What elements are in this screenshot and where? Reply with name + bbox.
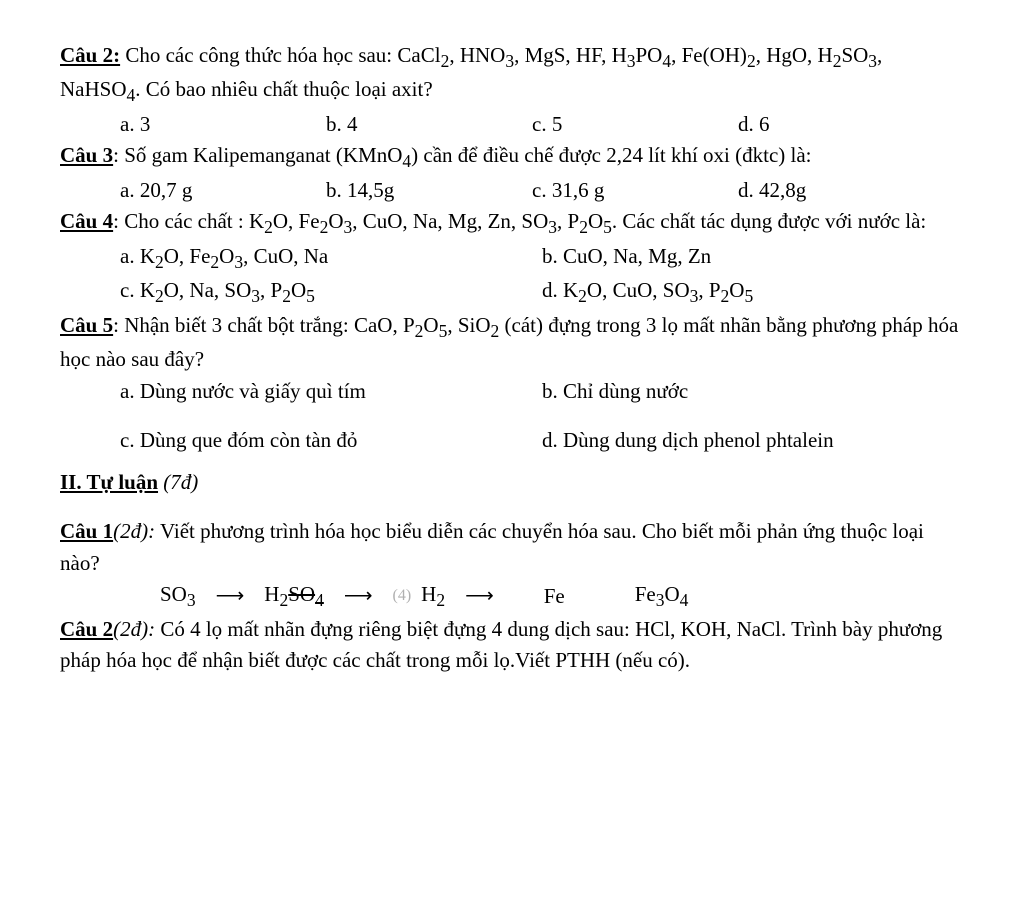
question-4: Câu 4: Cho các chất : K2O, Fe2O3, CuO, N… — [60, 206, 964, 240]
option-c: c. Dùng que đóm còn tàn đỏ — [120, 425, 542, 457]
question-5-options-row1: a. Dùng nước và giấy quì tím b. Chỉ dùng… — [60, 376, 964, 408]
option-a: a. Dùng nước và giấy quì tím — [120, 376, 542, 408]
equation-chain: SO3 ⟶ H2SO4 ⟶ (4) H2 ⟶ Fe Fe3O4 — [60, 579, 964, 613]
option-d: d. 42,8g — [738, 175, 944, 207]
question-text: Có 4 lọ mất nhãn đựng riêng biệt đựng 4 … — [60, 617, 942, 673]
option-b: b. 4 — [326, 109, 532, 141]
option-c: c. 31,6 g — [532, 175, 738, 207]
question-label: Câu 2: — [60, 43, 120, 67]
question-4-options-row1: a. K2O, Fe2O3, CuO, Na b. CuO, Na, Mg, Z… — [60, 241, 964, 275]
question-4-options-row2: c. K2O, Na, SO3, P2O5 d. K2O, CuO, SO3, … — [60, 275, 964, 309]
question-text: : Số gam Kalipemanganat (KMnO4) cần để đ… — [113, 143, 811, 167]
eq-so3: SO3 — [160, 579, 196, 613]
option-b: b. 14,5g — [326, 175, 532, 207]
eq-step-label: (4) — [392, 584, 411, 608]
question-points: (2đ): — [113, 617, 155, 641]
question-label: Câu 4 — [60, 209, 113, 233]
spacer — [60, 407, 964, 425]
section-label: II. Tự luận — [60, 470, 158, 494]
option-d: d. K2O, CuO, SO3, P2O5 — [542, 275, 964, 309]
question-label: Câu 2 — [60, 617, 113, 641]
arrow-icon: ⟶ — [455, 581, 504, 611]
question-text: : Nhận biết 3 chất bột trắng: CaO, P2O5,… — [60, 313, 958, 371]
option-a: a. K2O, Fe2O3, CuO, Na — [120, 241, 542, 275]
option-a: a. 3 — [120, 109, 326, 141]
spacer — [60, 498, 964, 516]
question-label: Câu 3 — [60, 143, 113, 167]
eq-h2so4: H2SO4 — [264, 579, 324, 613]
option-d: d. 6 — [738, 109, 944, 141]
option-b: b. Chỉ dùng nước — [542, 376, 964, 408]
question-5-options-row2: c. Dùng que đóm còn tàn đỏ d. Dùng dung … — [60, 425, 964, 457]
question-3-options: a. 20,7 g b. 14,5g c. 31,6 g d. 42,8g — [60, 175, 964, 207]
essay-question-2: Câu 2(2đ): Có 4 lọ mất nhãn đựng riêng b… — [60, 614, 964, 677]
eq-fe: Fe — [514, 581, 595, 613]
option-a: a. 20,7 g — [120, 175, 326, 207]
question-text: Cho các công thức hóa học sau: CaCl2, HN… — [60, 43, 882, 101]
eq-h2: H2 — [421, 579, 445, 613]
question-label: Câu 5 — [60, 313, 113, 337]
arrow-icon: ⟶ — [334, 581, 383, 611]
option-b: b. CuO, Na, Mg, Zn — [542, 241, 964, 275]
question-text: : Cho các chất : K2O, Fe2O3, CuO, Na, Mg… — [113, 209, 926, 233]
option-c: c. K2O, Na, SO3, P2O5 — [120, 275, 542, 309]
question-text: Viết phương trình hóa học biểu diễn các … — [60, 519, 924, 575]
question-points: (2đ): — [113, 519, 155, 543]
question-2: Câu 2: Cho các công thức hóa học sau: Ca… — [60, 40, 964, 109]
eq-fe3o4: Fe3O4 — [605, 579, 689, 613]
arrow-icon: ⟶ — [206, 581, 255, 611]
question-5: Câu 5: Nhận biết 3 chất bột trắng: CaO, … — [60, 310, 964, 376]
section-points: (7đ) — [158, 470, 198, 494]
option-d: d. Dùng dung dịch phenol phtalein — [542, 425, 964, 457]
section-2-heading: II. Tự luận (7đ) — [60, 467, 964, 499]
question-3: Câu 3: Số gam Kalipemanganat (KMnO4) cần… — [60, 140, 964, 174]
option-c: c. 5 — [532, 109, 738, 141]
question-label: Câu 1 — [60, 519, 113, 543]
essay-question-1: Câu 1(2đ): Viết phương trình hóa học biể… — [60, 516, 964, 579]
question-2-options: a. 3 b. 4 c. 5 d. 6 — [60, 109, 964, 141]
